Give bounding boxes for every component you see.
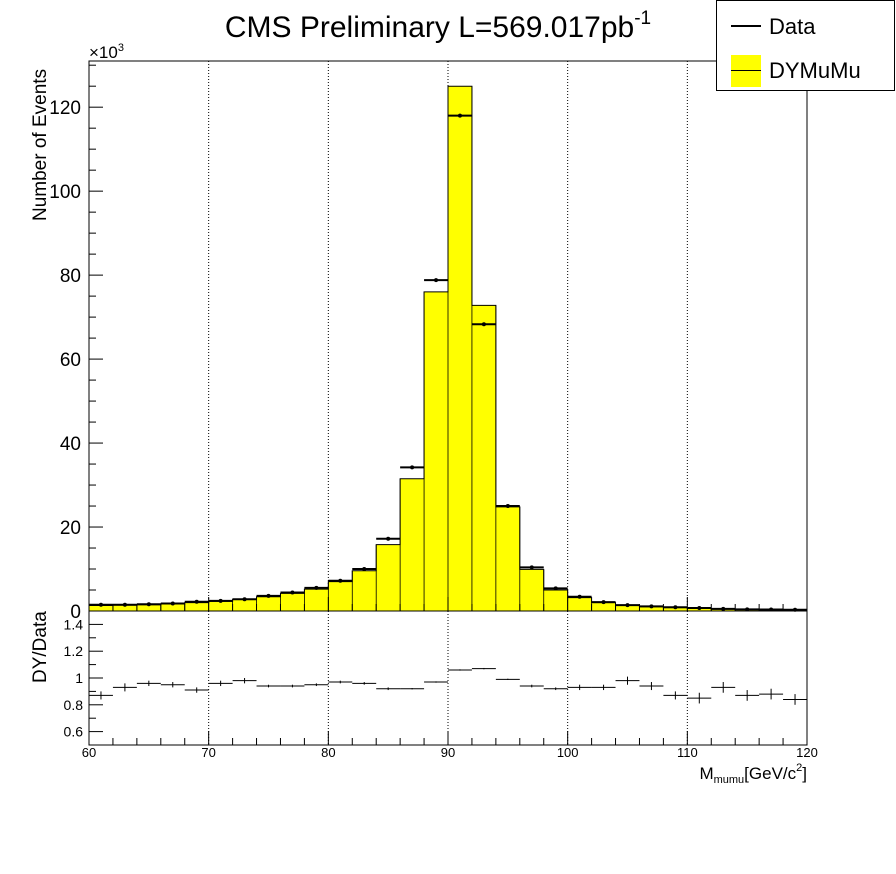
x-tick-label: 120 (796, 745, 818, 760)
data-point (170, 601, 175, 606)
data-point (505, 504, 510, 509)
y-tick-label: 100 (49, 182, 81, 203)
mc-bar (352, 570, 377, 611)
mc-bar (495, 506, 520, 611)
ratio-tick-label: 1 (75, 670, 83, 686)
mc-bar (663, 607, 688, 611)
ratio-tick-label: 0.6 (64, 724, 84, 740)
data-point (122, 602, 127, 607)
legend-item-dymumu[interactable]: DYMuMu (725, 51, 890, 87)
x-tick-label: 60 (82, 745, 96, 760)
x-tick-label: 110 (677, 745, 698, 760)
mc-bar (376, 544, 401, 611)
legend-line-symbol (731, 25, 761, 27)
legend-item-data[interactable]: Data (725, 7, 890, 43)
legend-fill-line (731, 70, 761, 71)
y-tick-label: 0 (70, 602, 81, 623)
data-points (89, 113, 807, 612)
data-point (386, 536, 391, 541)
ratio-tick-label: 0.8 (64, 697, 84, 713)
data-point (338, 578, 343, 583)
data-point (242, 597, 247, 602)
mc-bar (184, 602, 209, 611)
y-tick-label: 120 (49, 98, 81, 119)
legend-item-label: DYMuMu (769, 58, 861, 83)
mc-bar (519, 569, 544, 611)
data-point (434, 278, 439, 283)
data-point (601, 600, 606, 605)
exponent-label: ×103 (89, 42, 124, 62)
mc-bar (591, 602, 616, 611)
y-tick-label: 60 (60, 350, 81, 371)
data-point (481, 322, 486, 327)
mc-bar (448, 86, 472, 611)
mc-bar (256, 596, 281, 611)
x-tick-label: 80 (321, 745, 335, 760)
ratio-tick-label: 1.2 (64, 643, 84, 659)
y-tick-label: 80 (60, 266, 81, 287)
y-tick-label: 20 (60, 518, 81, 539)
lower-grid (208, 611, 688, 745)
data-point (314, 585, 319, 590)
mc-bar (639, 606, 664, 611)
x-tick-label: 70 (201, 745, 215, 760)
chart-title: CMS Preliminary L=569.017pb-1 (225, 8, 651, 44)
lower-y-axis: 0.6 0.8 1 1.2 1.4 (64, 610, 103, 746)
data-point (146, 602, 151, 607)
upper-y-axis-label: Number of Events (30, 69, 51, 221)
data-point (625, 603, 630, 608)
mc-bar (112, 605, 137, 611)
lower-y-axis-label: DY/Data (30, 611, 51, 683)
data-point (266, 593, 271, 598)
data-point (673, 605, 678, 610)
y-tick-label: 40 (60, 434, 81, 455)
legend: Data DYMuMu (716, 0, 895, 91)
mc-bar (400, 478, 425, 611)
data-point (577, 594, 582, 599)
data-point (529, 565, 534, 570)
data-point (362, 567, 367, 572)
mc-bar (543, 590, 568, 611)
data-point (649, 604, 654, 609)
data-point (457, 113, 462, 118)
chart-title-main: CMS Preliminary L=569.017pb (225, 11, 634, 44)
data-point (745, 607, 750, 612)
mc-bar (89, 605, 113, 611)
legend-fill-symbol (731, 55, 761, 87)
legend-item-label: Data (769, 14, 816, 39)
data-point (218, 598, 223, 603)
data-point (721, 606, 726, 611)
x-axis: 60 70 80 90 100 110 120 (82, 597, 818, 760)
data-point (697, 606, 702, 611)
data-point (410, 465, 415, 470)
mc-bar (328, 581, 353, 611)
x-tick-label: 100 (557, 745, 579, 760)
mc-bar (208, 601, 233, 611)
ratio-points (89, 667, 807, 705)
mc-bar (615, 605, 640, 611)
mc-bar (232, 599, 257, 611)
mc-bar (304, 589, 329, 611)
mc-bar (136, 604, 161, 611)
mc-bar (160, 603, 185, 611)
x-axis-label: Mmumu[GeV/c2] (699, 762, 807, 786)
x-tick-label: 90 (441, 745, 455, 760)
chart-title-sup: -1 (634, 8, 651, 29)
mc-histogram (88, 85, 808, 611)
data-point (98, 602, 103, 607)
data-point (194, 599, 199, 604)
data-point (290, 590, 295, 595)
ratio-tick-label: 1.4 (64, 616, 84, 632)
data-point (553, 586, 558, 591)
mc-bar (567, 597, 592, 611)
mc-bar (471, 305, 496, 611)
mc-bar (424, 291, 448, 611)
upper-y-axis: 0 20 40 60 80 100 120 (49, 64, 103, 623)
mc-bar (280, 593, 305, 611)
